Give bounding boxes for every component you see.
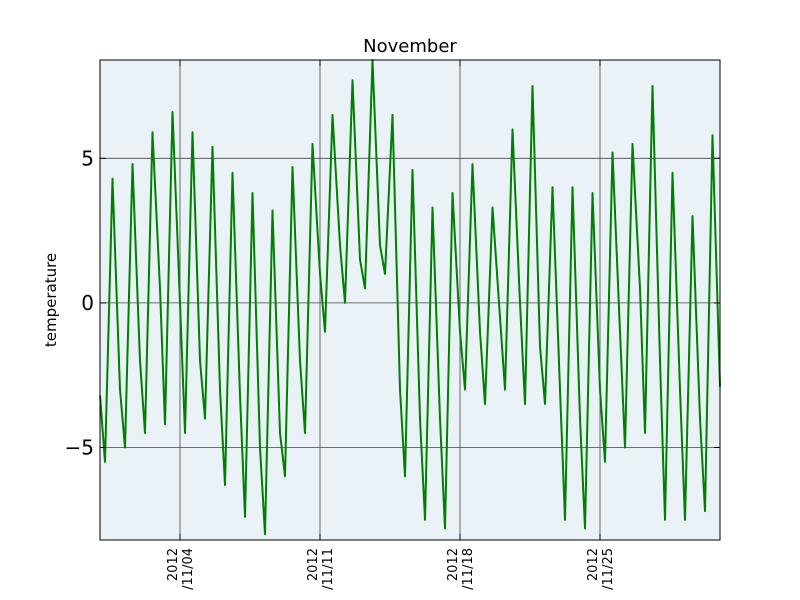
x-tick-label-date: /11/04 (181, 548, 196, 590)
y-axis-label: temperature (42, 253, 60, 347)
y-axis: −5 0 5 (65, 146, 720, 459)
x-tick-label: 2012/11/11 (306, 548, 336, 590)
chart-title: November (363, 36, 457, 57)
y-tick-label: 5 (81, 146, 94, 170)
x-tick-label: 2012/11/25 (586, 548, 616, 590)
line-series (99, 59, 721, 536)
y-tick-label: 0 (81, 291, 94, 315)
x-tick-label-date: /11/18 (461, 548, 476, 590)
plot-frame (99, 59, 721, 541)
x-tick-label-year: 2012 (166, 548, 181, 581)
temperature-line (99, 59, 721, 536)
x-axis: 2012/11/04 2012/11/11 2012/11/18 2012/11/25 (166, 60, 616, 590)
x-tick-label-date: /11/25 (601, 548, 616, 590)
y-tick-label: −5 (65, 435, 94, 459)
x-tick-label-year: 2012 (586, 548, 601, 581)
x-tick-label-year: 2012 (446, 548, 461, 581)
x-tick-label-year: 2012 (306, 548, 321, 581)
x-tick-label: 2012/11/04 (166, 548, 196, 590)
x-tick-label: 2012/11/18 (446, 548, 476, 590)
x-tick-label-date: /11/11 (321, 548, 336, 590)
